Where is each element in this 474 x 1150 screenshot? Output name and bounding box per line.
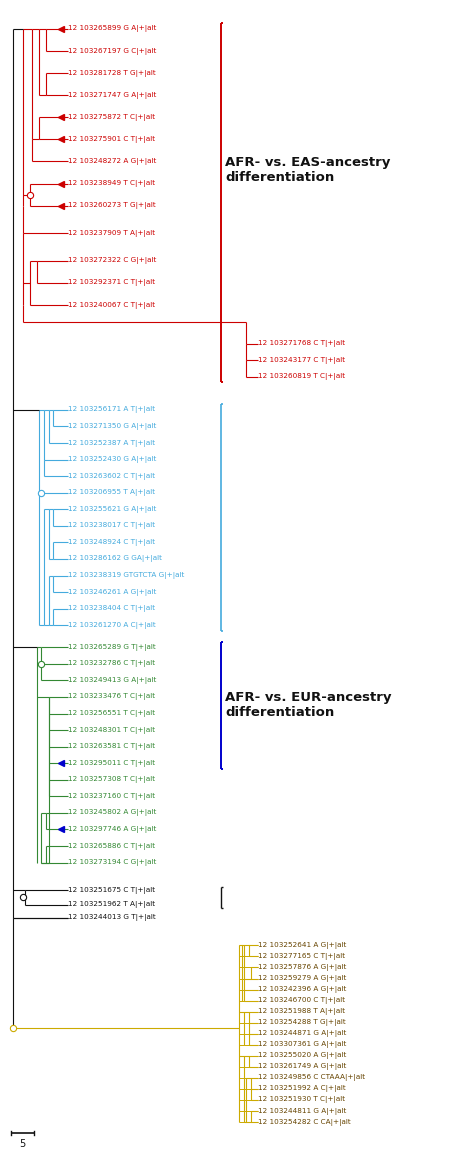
Text: 12 103267197 G C|+|alt: 12 103267197 G C|+|alt [68, 47, 157, 54]
Text: 12 103259279 A G|+|alt: 12 103259279 A G|+|alt [258, 975, 346, 982]
Text: 12 103265899 G A|+|alt: 12 103265899 G A|+|alt [68, 25, 157, 32]
Text: 12 103248301 T C|+|alt: 12 103248301 T C|+|alt [68, 727, 155, 734]
Text: 12 103240067 C T|+|alt: 12 103240067 C T|+|alt [68, 301, 155, 308]
Text: 12 103245802 A G|+|alt: 12 103245802 A G|+|alt [68, 810, 157, 816]
Text: 12 103257876 A G|+|alt: 12 103257876 A G|+|alt [258, 964, 346, 971]
Text: 12 103244871 G A|+|alt: 12 103244871 G A|+|alt [258, 1030, 346, 1037]
Text: 12 103206955 T A|+|alt: 12 103206955 T A|+|alt [68, 489, 155, 496]
Text: 12 103238017 C T|+|alt: 12 103238017 C T|+|alt [68, 522, 155, 529]
Text: 12 103249413 G A|+|alt: 12 103249413 G A|+|alt [68, 677, 157, 684]
Text: 12 103263602 C T|+|alt: 12 103263602 C T|+|alt [68, 473, 155, 480]
Text: 12 103251962 T A|+|alt: 12 103251962 T A|+|alt [68, 902, 155, 908]
Text: AFR- vs. EUR-ancestry
differentiation: AFR- vs. EUR-ancestry differentiation [225, 691, 392, 719]
Text: 12 103249856 C CTAAA|+|alt: 12 103249856 C CTAAA|+|alt [258, 1074, 365, 1081]
Text: 12 103255621 G A|+|alt: 12 103255621 G A|+|alt [68, 506, 157, 513]
Text: 12 103260819 T C|+|alt: 12 103260819 T C|+|alt [258, 374, 346, 381]
Text: 12 103238949 T C|+|alt: 12 103238949 T C|+|alt [68, 181, 155, 187]
Text: 12 103237909 T A|+|alt: 12 103237909 T A|+|alt [68, 230, 155, 237]
Text: 12 103277165 C T|+|alt: 12 103277165 C T|+|alt [258, 953, 346, 960]
Text: 12 103275872 T C|+|alt: 12 103275872 T C|+|alt [68, 114, 155, 121]
Text: 12 103255020 A G|+|alt: 12 103255020 A G|+|alt [258, 1052, 346, 1059]
Text: 12 103237160 C T|+|alt: 12 103237160 C T|+|alt [68, 792, 155, 800]
Text: AFR- vs. EAS-ancestry
differentiation: AFR- vs. EAS-ancestry differentiation [225, 155, 391, 184]
Text: 12 103238404 C T|+|alt: 12 103238404 C T|+|alt [68, 605, 155, 612]
Text: 12 103252430 G A|+|alt: 12 103252430 G A|+|alt [68, 457, 157, 463]
Text: 12 103244013 G T|+|alt: 12 103244013 G T|+|alt [68, 914, 156, 921]
Text: 12 103271768 C T|+|alt: 12 103271768 C T|+|alt [258, 340, 346, 347]
Text: 12 103251988 T A|+|alt: 12 103251988 T A|+|alt [258, 1009, 346, 1015]
Text: 12 103286162 G GA|+|alt: 12 103286162 G GA|+|alt [68, 555, 162, 562]
Text: 12 103232786 C T|+|alt: 12 103232786 C T|+|alt [68, 660, 155, 667]
Text: 12 103256551 T C|+|alt: 12 103256551 T C|+|alt [68, 710, 155, 718]
Text: 12 103257308 T C|+|alt: 12 103257308 T C|+|alt [68, 776, 155, 783]
Text: 12 103252641 A G|+|alt: 12 103252641 A G|+|alt [258, 942, 346, 949]
Text: 12 103292371 C T|+|alt: 12 103292371 C T|+|alt [68, 279, 155, 286]
Text: 12 103261270 A C|+|alt: 12 103261270 A C|+|alt [68, 622, 156, 629]
Text: 12 103271350 G A|+|alt: 12 103271350 G A|+|alt [68, 423, 157, 430]
Text: 12 103242396 A G|+|alt: 12 103242396 A G|+|alt [258, 986, 346, 994]
Text: 12 103244811 G A|+|alt: 12 103244811 G A|+|alt [258, 1107, 346, 1114]
Text: 12 103246700 C T|+|alt: 12 103246700 C T|+|alt [258, 997, 346, 1004]
Text: 12 103252387 A T|+|alt: 12 103252387 A T|+|alt [68, 439, 155, 446]
Text: 12 103307361 G A|+|alt: 12 103307361 G A|+|alt [258, 1041, 346, 1049]
Text: 12 103281728 T G|+|alt: 12 103281728 T G|+|alt [68, 70, 156, 77]
Text: 12 103251675 C T|+|alt: 12 103251675 C T|+|alt [68, 887, 155, 894]
Text: 12 103263581 C T|+|alt: 12 103263581 C T|+|alt [68, 743, 155, 750]
Text: 12 103275901 C T|+|alt: 12 103275901 C T|+|alt [68, 136, 155, 143]
Text: 12 103243177 C T|+|alt: 12 103243177 C T|+|alt [258, 356, 346, 363]
Text: 12 103261749 A G|+|alt: 12 103261749 A G|+|alt [258, 1064, 346, 1071]
Text: 12 103272322 C G|+|alt: 12 103272322 C G|+|alt [68, 258, 157, 264]
Text: 12 103297746 A G|+|alt: 12 103297746 A G|+|alt [68, 826, 157, 833]
Text: 5: 5 [19, 1138, 26, 1149]
Text: 12 103246261 A G|+|alt: 12 103246261 A G|+|alt [68, 589, 157, 596]
Text: 12 103254282 C CA|+|alt: 12 103254282 C CA|+|alt [258, 1119, 351, 1126]
Text: 12 103273194 C G|+|alt: 12 103273194 C G|+|alt [68, 859, 157, 866]
Text: 12 103256171 A T|+|alt: 12 103256171 A T|+|alt [68, 406, 155, 413]
Text: 12 103271747 G A|+|alt: 12 103271747 G A|+|alt [68, 92, 157, 99]
Text: 12 103233476 T C|+|alt: 12 103233476 T C|+|alt [68, 693, 155, 700]
Text: 12 103265886 C T|+|alt: 12 103265886 C T|+|alt [68, 843, 155, 850]
Text: 12 103265289 G T|+|alt: 12 103265289 G T|+|alt [68, 644, 156, 651]
Text: 12 103260273 T G|+|alt: 12 103260273 T G|+|alt [68, 202, 156, 209]
Text: 12 103238319 GTGTCTA G|+|alt: 12 103238319 GTGTCTA G|+|alt [68, 572, 185, 578]
Text: 12 103251930 T C|+|alt: 12 103251930 T C|+|alt [258, 1096, 346, 1104]
Text: 12 103251992 A C|+|alt: 12 103251992 A C|+|alt [258, 1086, 346, 1092]
Text: 12 103254288 T G|+|alt: 12 103254288 T G|+|alt [258, 1019, 346, 1026]
Text: 12 103248272 A G|+|alt: 12 103248272 A G|+|alt [68, 158, 157, 164]
Text: 12 103295011 C T|+|alt: 12 103295011 C T|+|alt [68, 760, 155, 767]
Text: 12 103248924 C T|+|alt: 12 103248924 C T|+|alt [68, 539, 155, 546]
